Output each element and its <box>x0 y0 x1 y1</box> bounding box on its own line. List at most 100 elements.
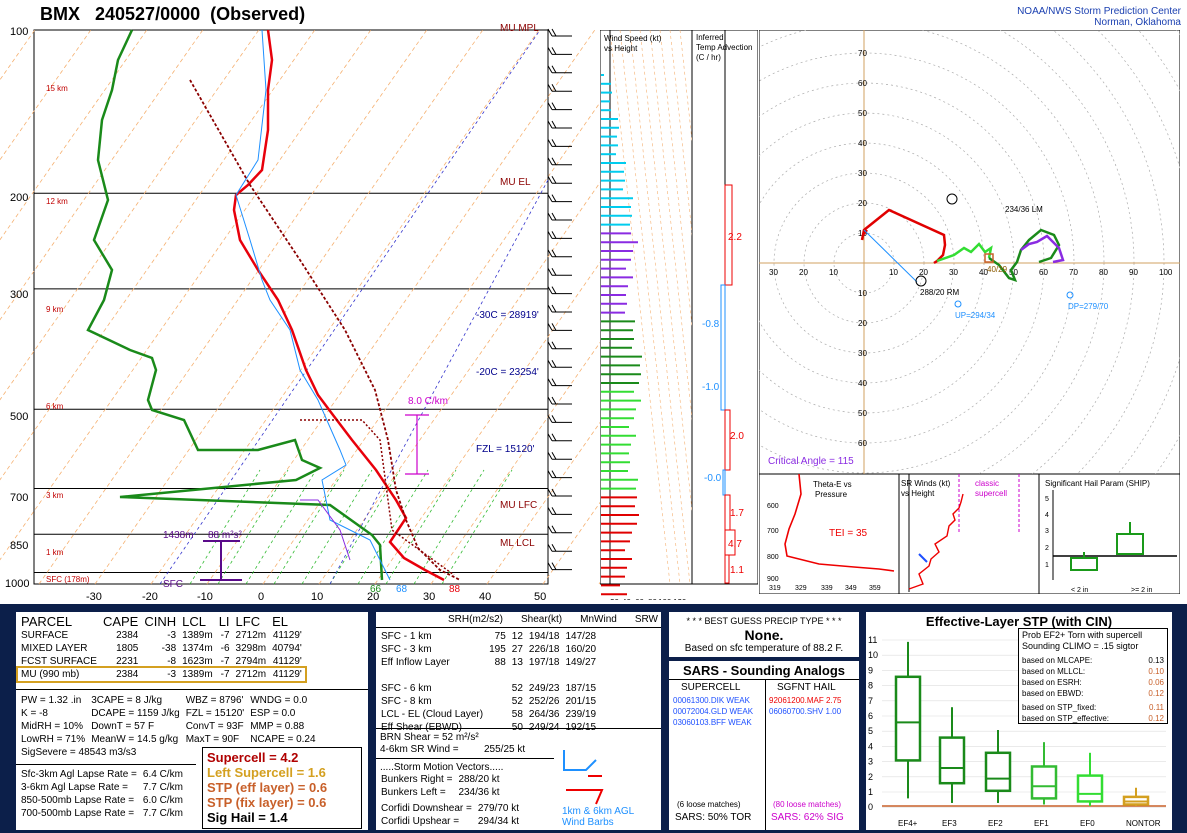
isotherm <box>150 29 540 585</box>
kin-row: LCL - EL (Cloud Layer) 58 264/36 239/19 <box>381 709 597 720</box>
brn-shear: BRN Shear = 52 m²/s² <box>380 732 479 743</box>
ws-tick-120: 120 <box>673 598 687 600</box>
srwind-title: SR Winds (kt) <box>901 479 951 488</box>
vector-table: Bunkers Right = 288/20 kt Bunkers Left = 2… <box>381 774 500 798</box>
hodo-axis-label: 100 <box>1159 268 1173 277</box>
stp-ytick: 10 <box>868 650 878 660</box>
moist-adiabat <box>329 179 549 585</box>
mu-lfc-label: MU LFC <box>500 500 537 511</box>
mu-el-label: MU EL <box>500 177 531 188</box>
up-label: UP=294/34 <box>955 311 996 320</box>
wind-barb <box>547 212 572 221</box>
hodo-ring-label: 50 <box>858 109 867 118</box>
wind-barb <box>547 120 572 129</box>
stp-box-1 <box>938 707 966 803</box>
p-label-300: 300 <box>10 289 28 301</box>
downdraft-trace <box>300 499 351 561</box>
temp-ticks: -30 -20 -10 0 10 20 30 40 50 <box>86 591 546 603</box>
lm-label: 234/36 LM <box>1005 205 1043 214</box>
precip-note: Based on sfc temperature of 88.2 F. <box>684 643 844 654</box>
adv-title: Inferred <box>696 33 724 42</box>
p-label-100: 100 <box>10 26 28 38</box>
wind-barb <box>547 525 572 534</box>
skewt-frame <box>33 29 549 585</box>
kin-table: SFC - 1 km 75 12 194/18 147/28 SFC - 3 km 195… <box>378 630 599 734</box>
indices-table: PW = 1.32 .in 3CAPE = 8 J/kg WBZ = 8796' WN… <box>21 695 316 758</box>
wind-barb <box>547 194 572 203</box>
sars-loose-2: (80 loose matches) <box>773 800 842 809</box>
sfc-label: SFC <box>163 579 183 590</box>
isotherm <box>318 181 600 585</box>
wind-barb <box>547 304 572 313</box>
wind-barb <box>547 396 572 405</box>
advection-panel: Inferred Temp Advection (C / hr) 2.2 -0.… <box>692 30 758 585</box>
thetae-title: Theta-E vs <box>813 480 852 489</box>
hodo-ring-label: 60 <box>858 79 867 88</box>
stp-box-4 <box>1076 752 1104 806</box>
kin-header: SRH(m2/s2) Shear(kt) MnWind SRW <box>448 614 658 625</box>
hodo-axis-label: 80 <box>1099 268 1108 277</box>
t-tick-m10: -10 <box>197 591 213 603</box>
page-title: BMX 240527/0000 (Observed) <box>40 4 306 24</box>
srh-label: 88 m²s² <box>208 530 243 541</box>
adv-bar-2 <box>720 284 726 411</box>
p-label-1000: 1000 <box>5 578 29 590</box>
fzl-label: FZL = 15120' <box>476 444 535 455</box>
sig-hail-value: Sig Hail = 1.4 <box>207 810 288 825</box>
adv-val-4: 2.0 <box>730 431 744 442</box>
h-label-sfc: SFC (178m) <box>46 575 90 584</box>
kin-row: SFC - 8 km 52 252/26 201/15 <box>381 696 597 707</box>
rm-label: 288/20 RM <box>920 288 959 297</box>
wind-barb <box>547 175 572 184</box>
isotherm <box>542 501 600 585</box>
lm-marker <box>946 193 958 205</box>
ship-x-2: >= 2 in <box>1131 587 1153 594</box>
wind-barb <box>547 341 572 350</box>
stp-fix-value: STP (fix layer) = 0.6 <box>207 795 327 810</box>
mu-mpl-label: MU MPL <box>500 23 539 34</box>
ph-el: EL <box>272 614 289 629</box>
stp-ytick: 3 <box>868 757 873 767</box>
stp-prob-2: Sounding CLIMO = .15 sigtor <box>1022 641 1139 651</box>
hodo-ring-label: 60 <box>858 439 867 448</box>
stp-ytick: 6 <box>868 711 873 721</box>
srwind-marker <box>918 553 928 563</box>
p-label-200: 200 <box>10 192 28 204</box>
p-label-700: 700 <box>10 492 28 504</box>
wind-barb <box>547 451 572 460</box>
hodo-ring-label: 30 <box>858 349 867 358</box>
hodo-axis-label: 10 <box>889 268 898 277</box>
wind-barb <box>547 83 572 92</box>
ship-panel: Significant Hail Param (SHIP) 5 4 3 2 1 … <box>1039 474 1180 594</box>
stp-ytick: 7 <box>868 696 873 706</box>
td-sfc-label: 66 <box>370 584 382 595</box>
te-p-600: 600 <box>767 503 779 510</box>
ml-lcl-label: ML LCL <box>500 538 535 549</box>
precip-value: None. <box>744 627 784 643</box>
isotherm <box>262 101 600 585</box>
thetae-panel: Theta-E vs Pressure TEI = 35 600 700 800… <box>759 474 899 594</box>
ph-cape: CAPE <box>102 614 139 629</box>
wind-barb <box>547 378 572 387</box>
srwind-panel: SR Winds (kt) vs Height classic supercel… <box>899 474 1039 594</box>
sars-title: SARS - Sounding Analogs <box>682 663 845 678</box>
wind-speed-panel: Wind Speed (kt) vs Height 20 40 60 80 10… <box>600 30 692 600</box>
sars-sig: SARS: 62% SIG <box>771 812 844 823</box>
mixing-ratio <box>245 469 317 585</box>
hodo-axis-label: 10 <box>829 268 838 277</box>
ship-x-1: < 2 in <box>1071 587 1088 594</box>
ws-tick-20: 20 <box>610 598 619 600</box>
t-tick-0: 0 <box>258 591 264 603</box>
te-x-329: 329 <box>795 585 807 592</box>
kin-row: SFC - 6 km 52 249/23 187/15 <box>381 683 597 694</box>
stp-ytick: 1 <box>868 787 873 797</box>
te-x-359: 359 <box>869 585 881 592</box>
parcel-row-mu: MU (990 mb) 2384 -3 1389m -7 2712m 41129' <box>16 666 307 683</box>
hodo-ring-label: 20 <box>858 199 867 208</box>
wetbulb-trace <box>235 29 391 581</box>
t-tick-20: 20 <box>367 591 379 603</box>
skewt-chart: 100 200 300 500 700 850 1000 -30 -20 -10… <box>0 23 600 603</box>
isotherm <box>486 421 600 585</box>
stp-ytick: 5 <box>868 726 873 736</box>
storm-motion-title: .....Storm Motion Vectors..... <box>380 762 504 773</box>
